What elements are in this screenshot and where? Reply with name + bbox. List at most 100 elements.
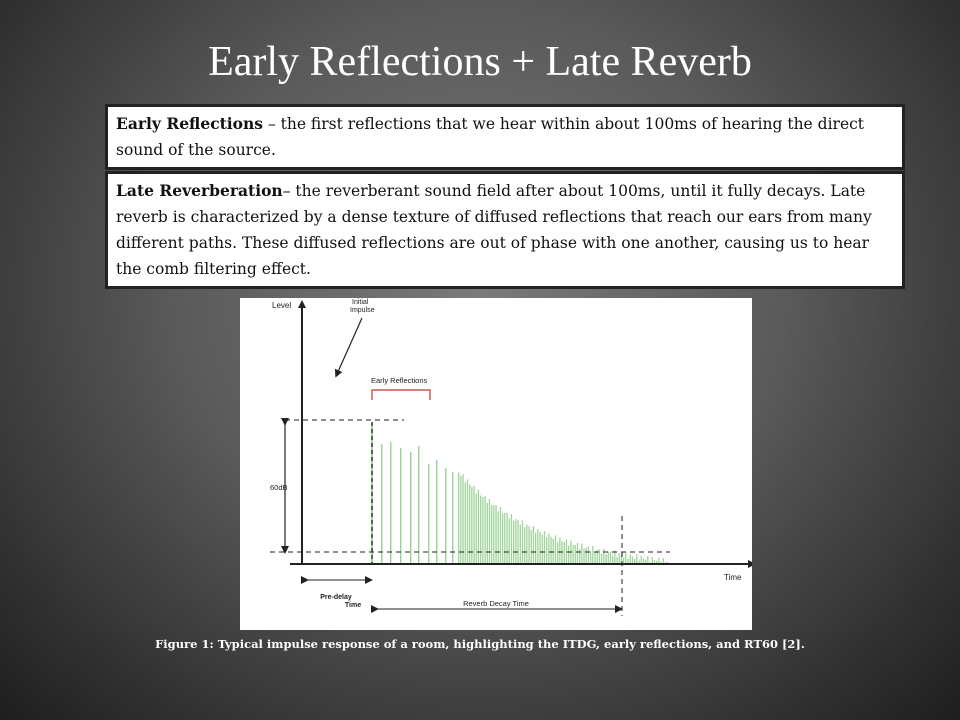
reflection-bar — [469, 484, 471, 564]
reflection-bar — [471, 487, 473, 564]
reflection-bar — [667, 561, 669, 564]
reflection-bar — [607, 551, 609, 564]
reflection-bar — [480, 495, 482, 564]
reflection-bar — [460, 475, 462, 564]
early-reflections-label: Early Reflections — [371, 376, 428, 385]
reflection-bar — [506, 512, 508, 564]
reflection-bar — [647, 556, 649, 564]
reflection-bar — [473, 485, 475, 564]
reflection-bar — [390, 442, 392, 564]
reflection-bar — [515, 519, 517, 564]
reflection-bar — [585, 547, 587, 564]
reflection-bar — [499, 507, 502, 564]
reflection-bar — [508, 518, 510, 564]
reflection-bar — [645, 559, 647, 564]
slide-title: Early Reflections + Late Reverb — [208, 39, 752, 85]
reflection-bar — [458, 472, 460, 564]
reflection-bar — [581, 543, 583, 564]
reflection-bar — [493, 505, 495, 564]
figure-caption: Figure 1: Typical impulse response of a … — [155, 637, 805, 651]
reflection-bars — [371, 422, 669, 564]
reflection-bar — [484, 496, 486, 564]
reflection-bar — [579, 548, 581, 564]
reflection-bar — [491, 505, 493, 564]
reflection-bar — [554, 535, 557, 564]
reflection-bar — [640, 555, 642, 564]
initial-impulse-label-1: Initial — [352, 299, 369, 306]
db-label: 60dB — [270, 483, 288, 492]
reflection-bar — [445, 468, 447, 564]
reflection-bar — [590, 551, 592, 564]
reflection-bar — [557, 541, 559, 564]
reflection-bar — [656, 560, 658, 564]
reflection-bar — [519, 524, 521, 564]
late-reverberation-term: Late Reverberation — [116, 181, 283, 200]
reflection-bar — [653, 560, 656, 564]
reflection-bar — [603, 548, 605, 564]
reflection-bar — [594, 551, 596, 564]
reflection-bar — [587, 546, 590, 564]
reflection-bar — [537, 529, 539, 564]
reflection-bar — [462, 474, 464, 564]
reflection-bar — [486, 502, 488, 564]
reflection-bar — [502, 513, 504, 564]
reverb-decay-label: Reverb Decay Time — [463, 599, 529, 608]
reflection-bar — [631, 556, 634, 564]
reflection-bar — [475, 493, 477, 564]
reflection-bar — [598, 549, 601, 564]
reflection-bar — [614, 550, 616, 564]
reflection-bar — [574, 545, 576, 564]
reflection-bar — [510, 514, 513, 564]
reflection-bar — [565, 539, 568, 564]
early-reflections-text: – the first reflections that we hear wit… — [116, 115, 865, 159]
reflection-bar — [381, 444, 383, 564]
reflection-bar — [625, 552, 627, 564]
initial-impulse-arrow — [334, 317, 363, 378]
reflection-bar — [526, 524, 528, 564]
reflection-bar — [596, 549, 598, 564]
impulse-response-figure: Level Time Initial Impulse Early Reflect… — [240, 298, 756, 630]
reflection-bar — [627, 558, 629, 564]
reflection-bar — [638, 560, 640, 564]
reflection-bar — [642, 558, 645, 564]
reflection-bar — [620, 554, 623, 564]
x-axis-label: Time — [724, 573, 742, 582]
reflection-bar — [605, 554, 607, 564]
reflection-bar — [418, 446, 420, 564]
reflection-bar — [609, 551, 612, 564]
reflection-bar — [436, 460, 438, 564]
reflection-bar — [488, 499, 491, 564]
reflection-bar — [504, 512, 506, 564]
reflection-bar — [530, 530, 532, 564]
reflection-bar — [464, 482, 466, 564]
reflection-bar — [623, 557, 625, 564]
reflection-bar — [513, 520, 515, 564]
early-reflections-definition: Early Reflections – the first reflection… — [105, 104, 905, 170]
reflection-bar — [528, 526, 530, 564]
initial-impulse-label-2: Impulse — [350, 307, 375, 314]
reflection-bar — [583, 548, 585, 564]
reflection-bar — [524, 527, 526, 564]
reflection-bar — [559, 537, 561, 564]
late-reverberation-text: – the reverberant sound field after abou… — [116, 182, 872, 278]
reflection-bar — [568, 545, 570, 564]
reflection-bar — [592, 546, 594, 564]
reflection-bar — [563, 542, 565, 564]
early-reflections-bracket — [371, 389, 431, 400]
reflection-bar — [477, 489, 480, 564]
reflection-bar — [612, 555, 614, 564]
reflection-bar — [616, 556, 618, 564]
reflection-bar — [561, 541, 563, 564]
reflection-bar — [576, 542, 579, 564]
reflection-bar — [634, 558, 636, 564]
reflection-bar — [541, 534, 543, 564]
reflection-bar — [636, 554, 638, 564]
reflection-bar — [466, 479, 469, 564]
reflection-bar — [548, 533, 550, 564]
reflection-bar — [535, 532, 537, 564]
reflection-bar — [539, 531, 541, 564]
reflection-bar — [428, 464, 430, 564]
reflection-bar — [452, 472, 454, 564]
reflection-bar — [410, 452, 412, 564]
reflection-bar — [546, 537, 548, 564]
